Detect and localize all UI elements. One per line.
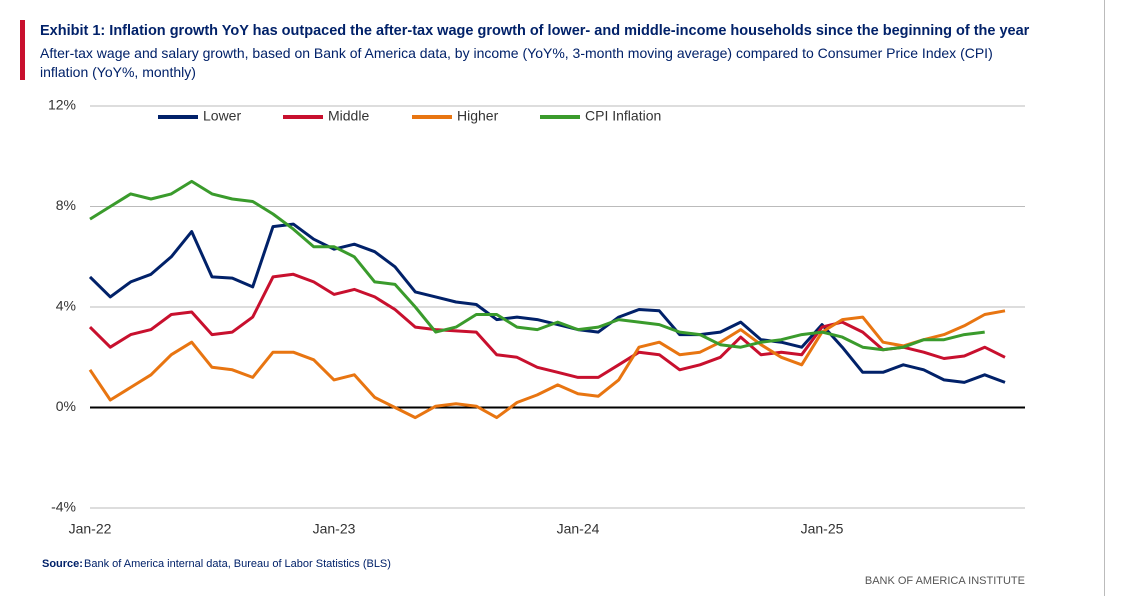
y-tick-label: 4%: [56, 298, 76, 314]
accent-bar: [20, 20, 25, 80]
x-tick-label: Jan-23: [313, 521, 356, 537]
y-tick-label: -4%: [51, 499, 76, 515]
y-tick-label: 0%: [56, 398, 76, 414]
legend-label: Middle: [328, 108, 369, 124]
source-label: Source:: [42, 558, 83, 570]
source: Bank of America internal data, Bureau of…: [84, 558, 391, 570]
legend-label: Lower: [203, 108, 241, 124]
brand: BANK OF AMERICA INSTITUTE: [865, 575, 1025, 587]
chart-subtitle: After-tax wage and salary growth, based …: [40, 45, 993, 80]
y-tick-label: 8%: [56, 197, 76, 213]
legend-label: CPI Inflation: [585, 108, 661, 124]
chart: Source: Bank of America internal data, B…: [42, 97, 1025, 587]
x-tick-label: Jan-24: [557, 521, 600, 537]
x-tick-label: Jan-22: [69, 521, 112, 537]
chart-title: Exhibit 1: Inflation growth YoY has outp…: [40, 23, 1030, 39]
series-line: [88, 309, 1006, 420]
legend-label: Higher: [457, 108, 499, 124]
series-line: [89, 179, 985, 352]
series-line: [88, 272, 1006, 379]
y-tick-label: 12%: [48, 97, 76, 113]
series-line: [88, 222, 1006, 384]
page-edge: [1104, 0, 1105, 596]
x-tick-label: Jan-25: [801, 521, 844, 537]
